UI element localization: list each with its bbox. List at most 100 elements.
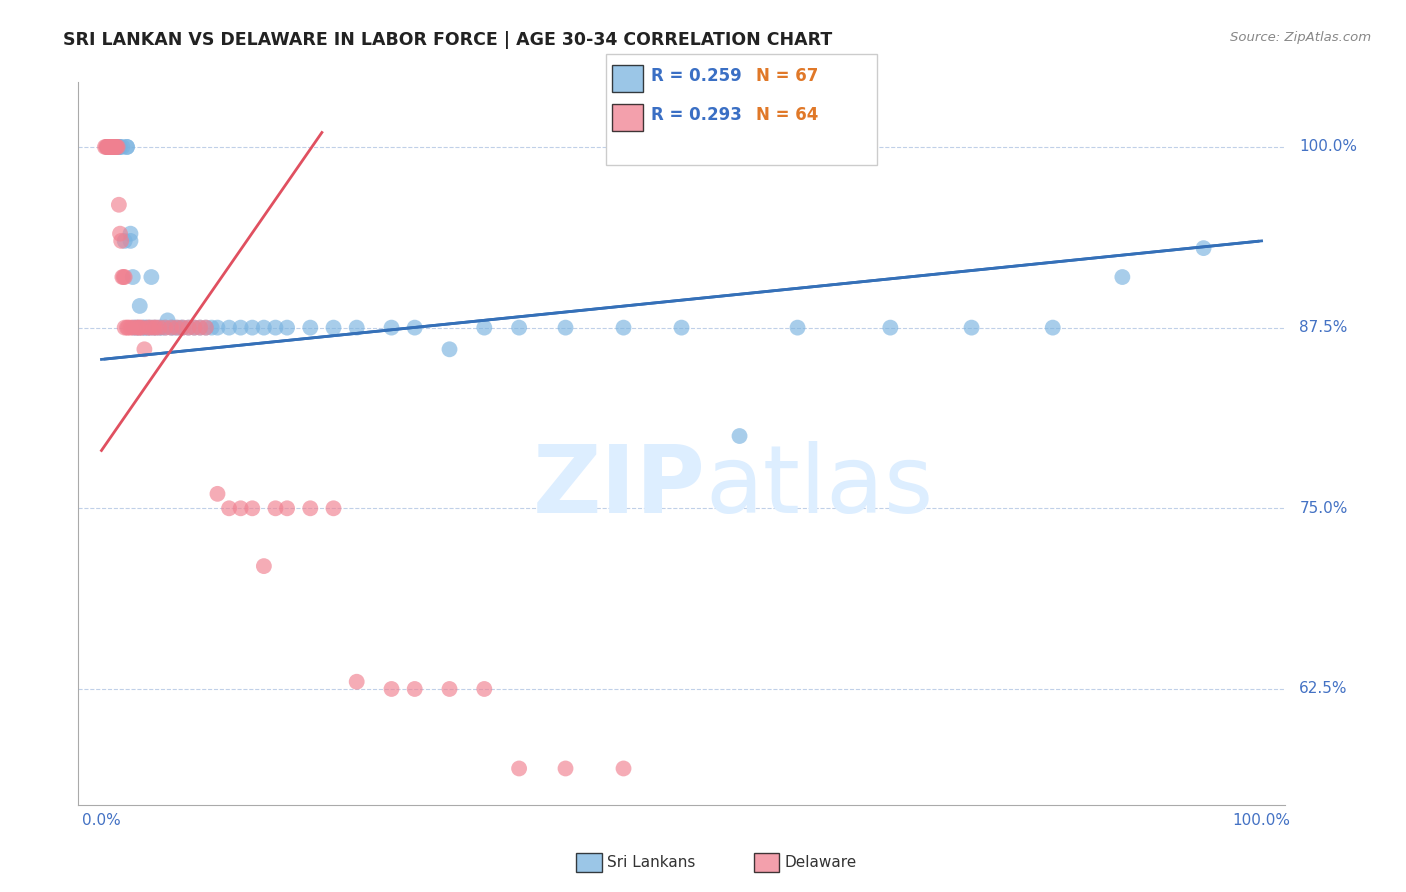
Point — [188, 320, 211, 334]
Point — [160, 320, 183, 334]
Point — [1192, 241, 1215, 255]
Point — [139, 320, 162, 334]
Point — [110, 234, 132, 248]
Point — [439, 343, 461, 357]
Point — [145, 320, 167, 334]
Point — [322, 501, 344, 516]
Point — [111, 140, 134, 154]
Point — [276, 501, 298, 516]
Point — [172, 320, 194, 334]
Y-axis label: In Labor Force | Age 30-34: In Labor Force | Age 30-34 — [0, 342, 8, 544]
Point — [322, 320, 344, 334]
Point — [94, 140, 117, 154]
Point — [94, 140, 117, 154]
Text: SRI LANKAN VS DELAWARE IN LABOR FORCE | AGE 30-34 CORRELATION CHART: SRI LANKAN VS DELAWARE IN LABOR FORCE | … — [63, 31, 832, 49]
Point — [264, 320, 287, 334]
Point — [1042, 320, 1064, 334]
Point — [218, 320, 240, 334]
Text: 62.5%: 62.5% — [1299, 681, 1348, 697]
Point — [194, 320, 217, 334]
Point — [117, 320, 139, 334]
Point — [612, 762, 634, 776]
Point — [264, 501, 287, 516]
Point — [188, 320, 211, 334]
Point — [114, 270, 136, 285]
Point — [380, 320, 402, 334]
Point — [120, 320, 142, 334]
Text: 75.0%: 75.0% — [1299, 500, 1347, 516]
Point — [439, 681, 461, 696]
Point — [166, 320, 188, 334]
Point — [128, 299, 150, 313]
Text: 100.0%: 100.0% — [1299, 139, 1357, 154]
Point — [100, 140, 122, 154]
Point — [108, 227, 131, 241]
Point — [404, 320, 426, 334]
Point — [104, 140, 127, 154]
Point — [155, 320, 177, 334]
Point — [115, 140, 138, 154]
Point — [299, 501, 322, 516]
Point — [136, 320, 159, 334]
Point — [194, 320, 217, 334]
Text: N = 64: N = 64 — [756, 106, 818, 124]
Point — [276, 320, 298, 334]
Point — [162, 320, 184, 334]
Point — [131, 320, 153, 334]
Point — [115, 320, 138, 334]
Text: R = 0.259: R = 0.259 — [651, 67, 742, 85]
Point — [218, 501, 240, 516]
Point — [299, 320, 322, 334]
Point — [108, 140, 131, 154]
Point — [98, 140, 121, 154]
Point — [240, 501, 263, 516]
Point — [183, 320, 205, 334]
Point — [346, 674, 368, 689]
Point — [101, 140, 124, 154]
Point — [97, 140, 120, 154]
Point — [150, 320, 173, 334]
Point — [139, 320, 162, 334]
Text: 87.5%: 87.5% — [1299, 320, 1347, 335]
Point — [508, 762, 530, 776]
Point — [100, 140, 122, 154]
Point — [160, 320, 183, 334]
Point — [97, 140, 120, 154]
Point — [201, 320, 224, 334]
Point — [148, 320, 170, 334]
Point — [612, 320, 634, 334]
Point — [380, 681, 402, 696]
Point — [728, 429, 751, 443]
Text: R = 0.293: R = 0.293 — [651, 106, 742, 124]
Point — [141, 270, 163, 285]
Point — [122, 320, 145, 334]
Point — [177, 320, 200, 334]
Point — [554, 320, 576, 334]
Point — [671, 320, 693, 334]
Point — [145, 320, 167, 334]
Point — [112, 270, 135, 285]
Point — [105, 140, 128, 154]
Point — [128, 320, 150, 334]
Point — [104, 140, 127, 154]
Point — [96, 140, 118, 154]
Point — [125, 320, 148, 334]
Point — [142, 320, 165, 334]
Point — [508, 320, 530, 334]
Point — [1111, 270, 1133, 285]
Point — [166, 320, 188, 334]
Text: Source: ZipAtlas.com: Source: ZipAtlas.com — [1230, 31, 1371, 45]
Point — [148, 320, 170, 334]
Point — [472, 681, 495, 696]
Point — [121, 270, 143, 285]
Text: Delaware: Delaware — [785, 855, 856, 870]
Text: atlas: atlas — [706, 441, 934, 533]
Text: N = 67: N = 67 — [756, 67, 818, 85]
Point — [346, 320, 368, 334]
Point — [115, 140, 138, 154]
Point — [879, 320, 901, 334]
Point — [156, 313, 179, 327]
Point — [96, 140, 118, 154]
Point — [108, 198, 131, 212]
Point — [120, 234, 142, 248]
